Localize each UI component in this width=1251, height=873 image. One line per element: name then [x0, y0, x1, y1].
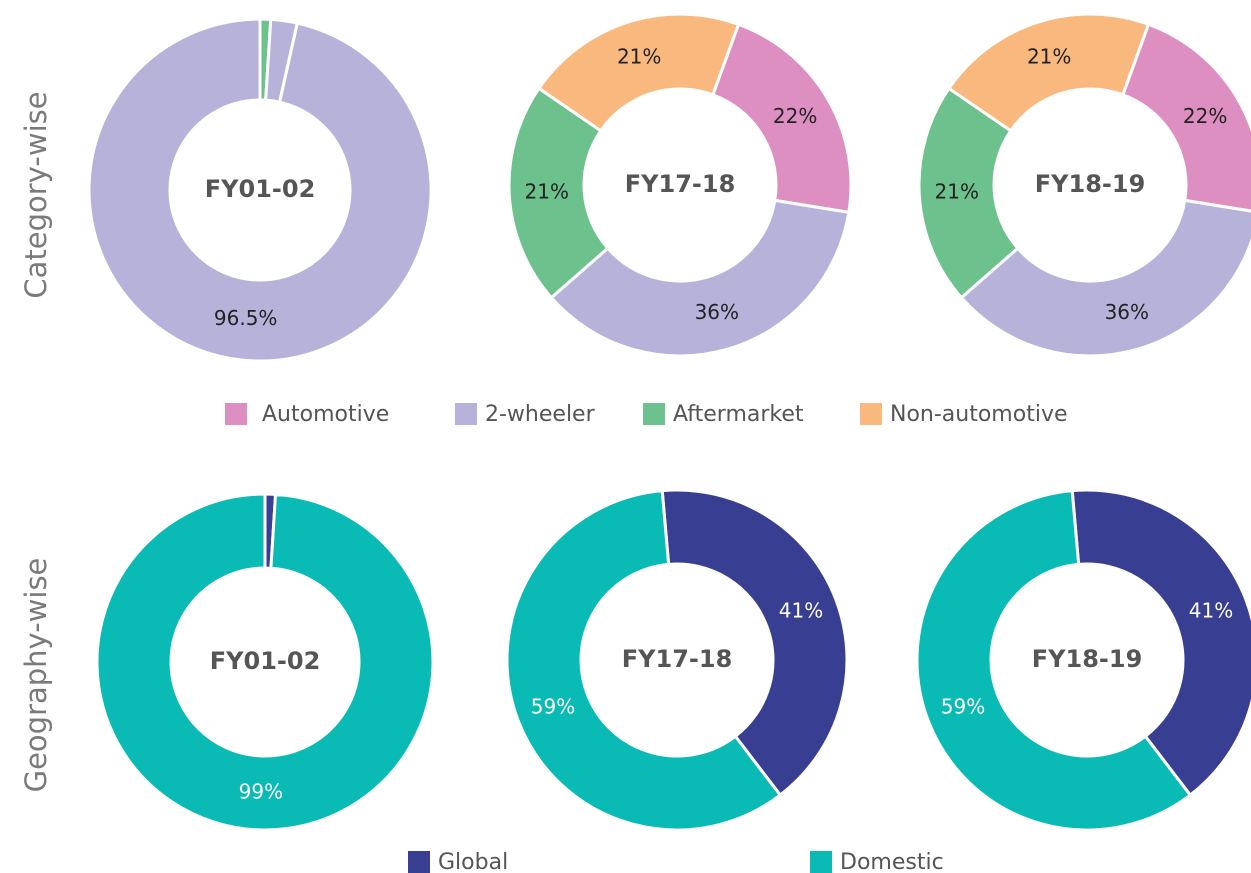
- value-label: 96.5%: [214, 306, 278, 330]
- donut-slice: Domestic: [95, 492, 435, 832]
- value-label: 22%: [1183, 104, 1227, 128]
- donut-slice: Global: [660, 488, 849, 798]
- donut-slice: Domestic: [505, 489, 783, 832]
- donut-slice: Domestic: [915, 489, 1193, 832]
- donut-center-label: FY01-02: [210, 647, 321, 675]
- value-label: 36%: [695, 300, 739, 324]
- donut-center-label: FY17-18: [622, 645, 733, 673]
- legend-label: Domestic: [840, 850, 944, 873]
- value-label: 21%: [935, 179, 979, 203]
- legend-label: 2-wheeler: [485, 402, 596, 427]
- value-label: 59%: [941, 695, 985, 719]
- value-label: 21%: [1027, 44, 1071, 68]
- value-label: 59%: [531, 695, 575, 719]
- donut-slice: 2-wheeler: [959, 198, 1251, 358]
- value-label: 99%: [239, 779, 283, 803]
- legend-swatch: [455, 403, 477, 425]
- donut-slice: Non-automotive: [946, 12, 1151, 133]
- donut-slice: 2-wheeler: [549, 198, 851, 358]
- legend-label: Automotive: [262, 402, 389, 427]
- donut-slice: Aftermarket: [507, 86, 610, 300]
- donut-center-label: FY01-02: [205, 175, 316, 203]
- value-label: 41%: [1189, 598, 1233, 622]
- row-label: Category-wise: [19, 91, 53, 298]
- legend-label: Aftermarket: [673, 402, 804, 427]
- legend-swatch: [225, 403, 247, 425]
- legend-swatch: [408, 851, 430, 873]
- donut-slice: Global: [1070, 488, 1251, 798]
- donut-center-label: FY17-18: [625, 170, 736, 198]
- value-label: 36%: [1105, 300, 1149, 324]
- value-label: 22%: [773, 104, 817, 128]
- donut-slice: Automotive: [710, 22, 853, 215]
- donut-slice: 2-wheeler: [87, 17, 433, 363]
- donut-slice: Aftermarket: [917, 86, 1020, 300]
- legend-swatch: [860, 403, 882, 425]
- donut-slice: Non-automotive: [536, 12, 741, 133]
- donut-center-label: FY18-19: [1035, 170, 1146, 198]
- legend-label: Non-automotive: [890, 402, 1068, 427]
- legend-label: Global: [438, 850, 508, 873]
- legend-swatch: [810, 851, 832, 873]
- donut-center-label: FY18-19: [1032, 645, 1143, 673]
- legend-swatch: [643, 403, 665, 425]
- row-label: Geography-wise: [19, 558, 53, 793]
- donut-slice: Automotive: [1120, 22, 1251, 213]
- value-label: 21%: [617, 44, 661, 68]
- value-label: 41%: [779, 598, 823, 622]
- value-label: 21%: [525, 179, 569, 203]
